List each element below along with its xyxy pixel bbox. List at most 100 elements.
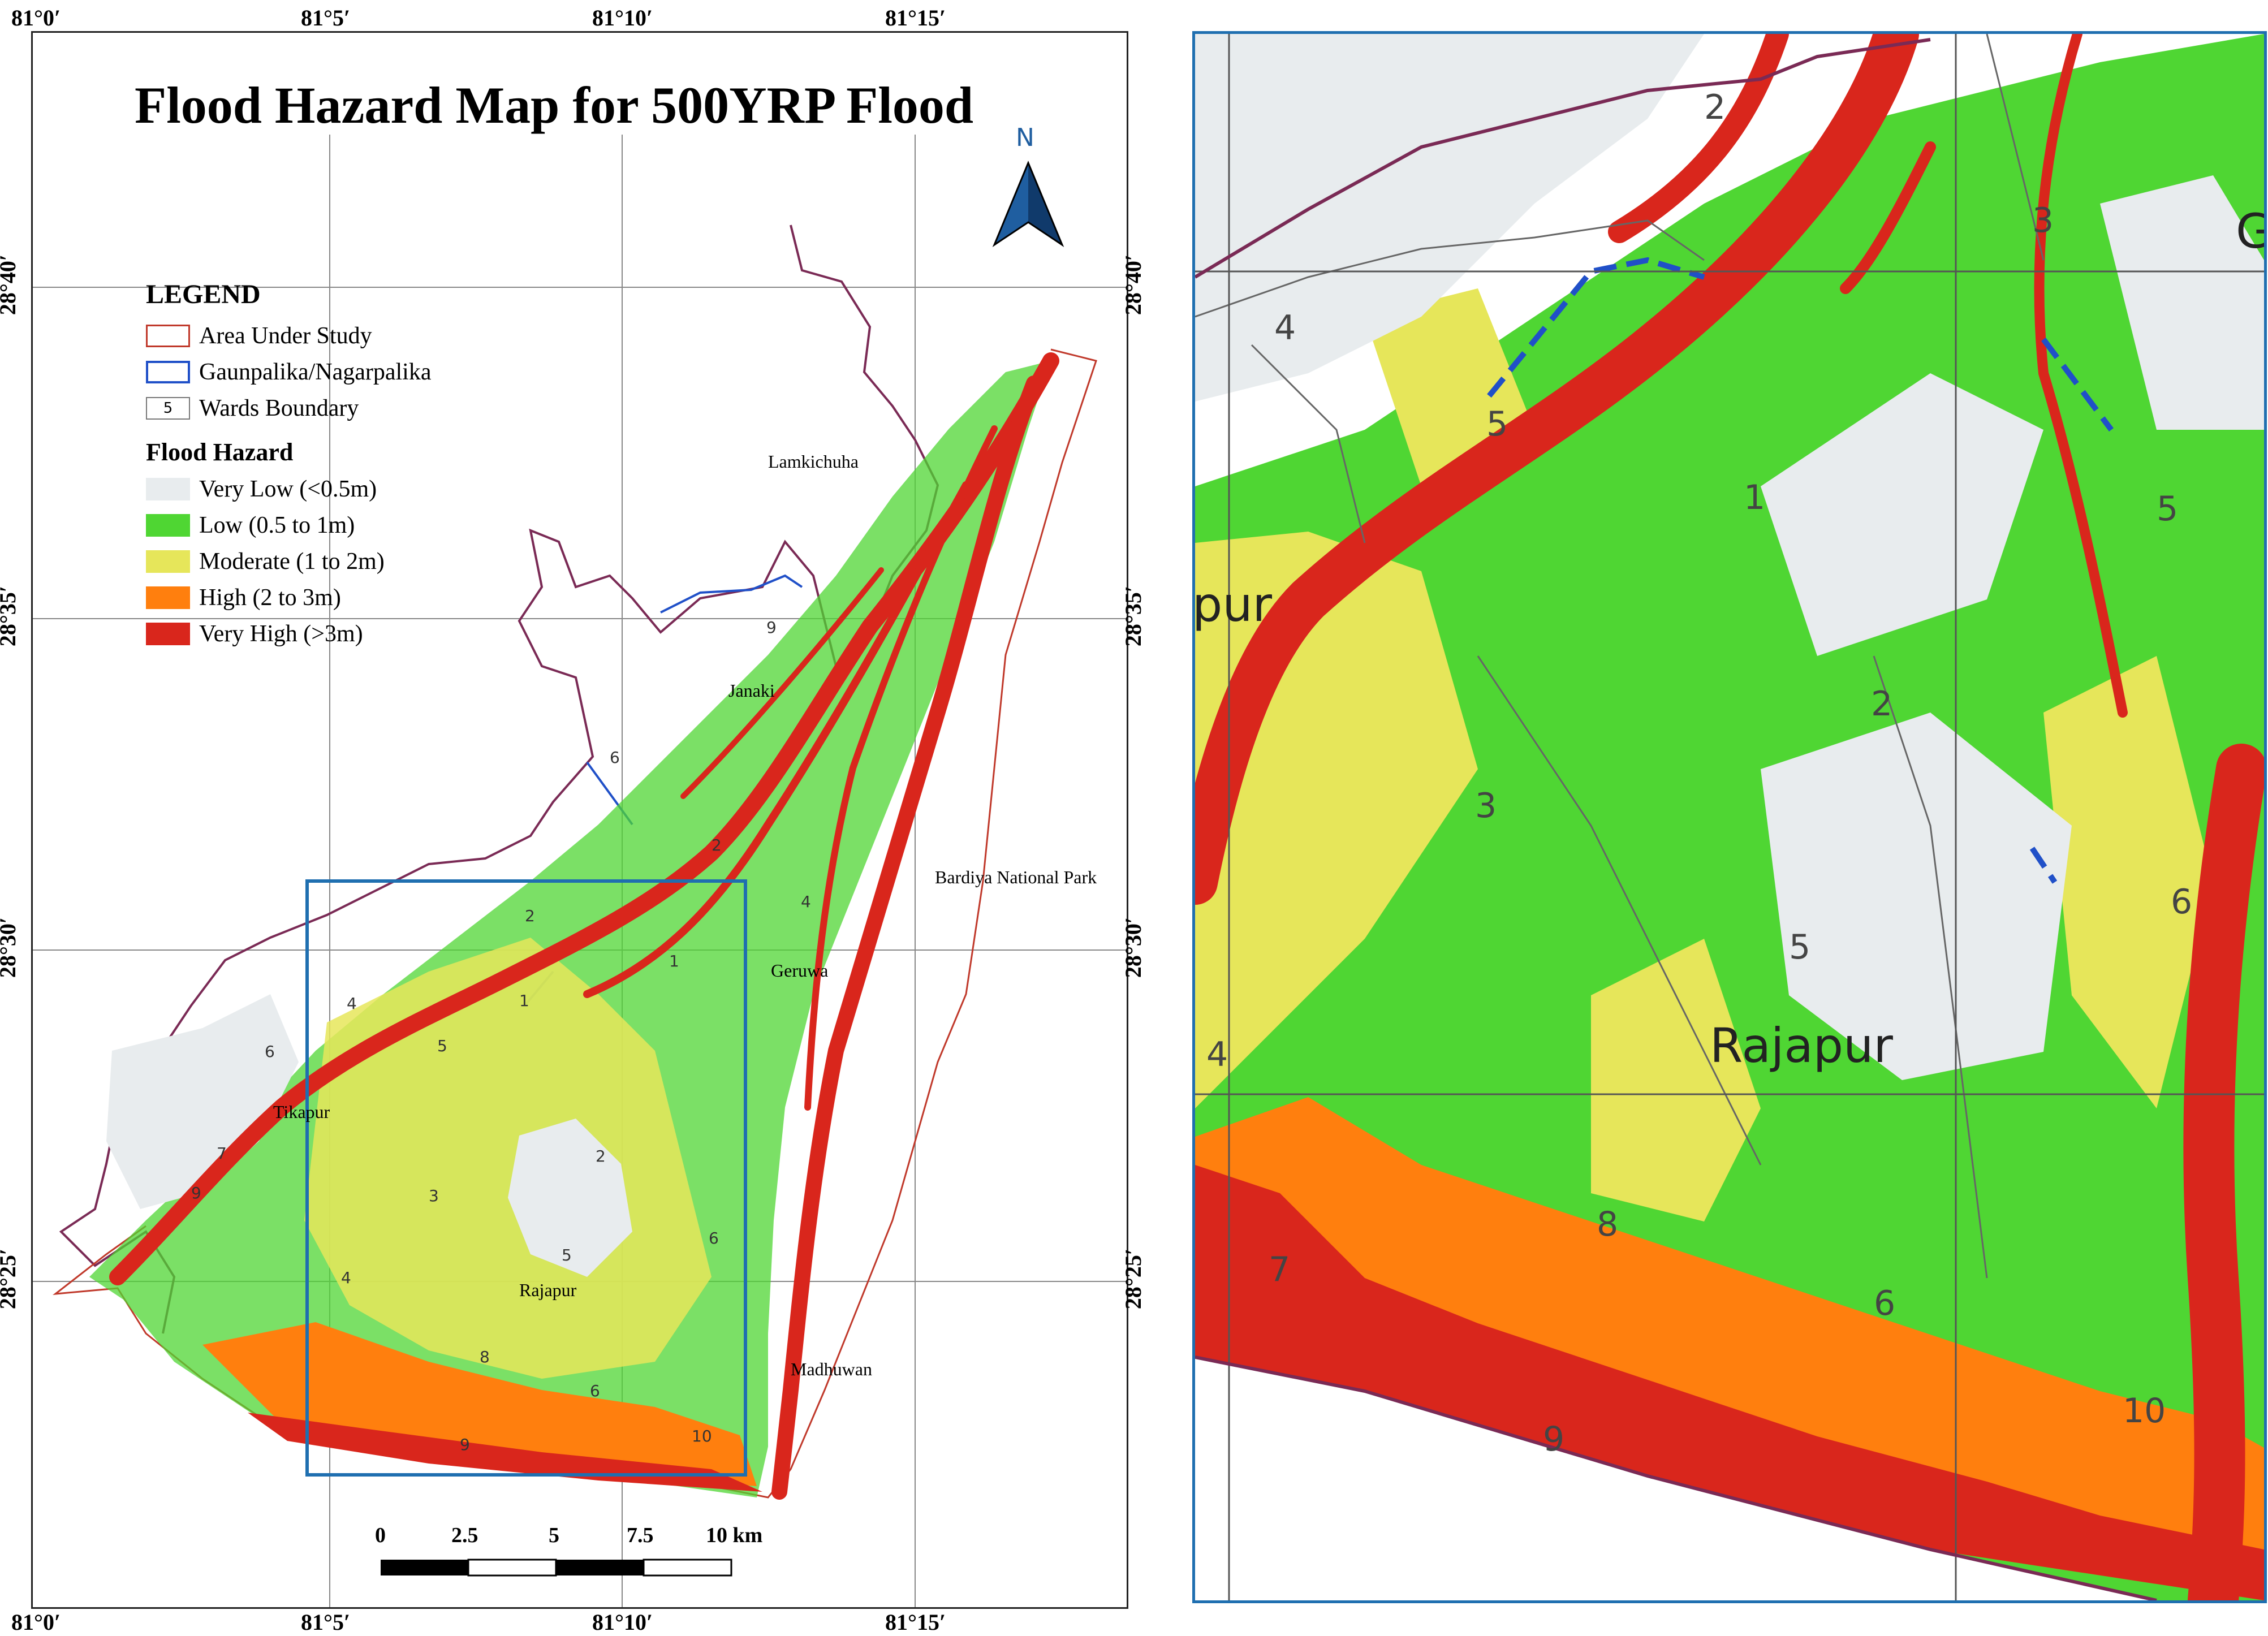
inset-ward-number: 1: [1744, 478, 1766, 517]
legend-label: High (2 to 3m): [199, 585, 341, 611]
place-label-madhuwan: Madhuwan: [791, 1359, 872, 1379]
north-label: N: [1016, 123, 1034, 152]
scale-label: 0: [375, 1523, 386, 1547]
lat-tick: 28°25′: [1120, 1248, 1146, 1310]
lon-tick: 81°15′: [885, 5, 946, 31]
ward-number: 6: [590, 1382, 600, 1400]
place-label-rajapur: Rajapur: [519, 1280, 577, 1300]
ward-number: 9: [191, 1184, 201, 1202]
inset-ward-number: 5: [1789, 927, 1811, 967]
lon-tick: 81°15′: [885, 1609, 946, 1635]
legend-swatch: [146, 361, 190, 383]
ward-number: 2: [525, 907, 535, 925]
legend-item-hazard: Moderate (1 to 2m): [146, 543, 431, 580]
inset-ward-number: 6: [2171, 882, 2193, 922]
inset-study-boundary: [1195, 1356, 2157, 1600]
inset-place-label-rajapur: Rajapur: [1710, 1018, 1893, 1073]
legend-hazard-title: Flood Hazard: [146, 438, 294, 466]
place-label-janaki: Janaki: [728, 680, 775, 701]
main-map-canvas: [33, 135, 1127, 1607]
legend-label: Very Low (<0.5m): [199, 476, 377, 502]
ward-number: 10: [692, 1427, 712, 1445]
inset-municipality-top: [1195, 38, 1931, 279]
ward-number: 6: [610, 748, 620, 767]
place-label-bardiya: Bardiya National Park: [935, 867, 1097, 887]
scale-label: 5: [549, 1523, 559, 1547]
lon-tick: 81°5′: [301, 5, 351, 31]
scale-label: 10 km: [706, 1523, 763, 1547]
lat-tick: 28°35′: [1120, 585, 1146, 647]
map-title: Flood Hazard Map for 500YRP Flood: [135, 76, 974, 134]
legend-item-gaunpalika: Gaunpalika/Nagarpalika: [146, 354, 431, 390]
inset-ward-number: 2: [1704, 88, 1726, 127]
hazard-area-moderate: [304, 938, 712, 1379]
ward-number: 2: [596, 1147, 606, 1166]
inset-ward-number: 5: [1486, 404, 1508, 444]
inset-place-label-g: G: [2236, 204, 2264, 259]
legend-swatch: [146, 514, 190, 537]
inset-ward-number: 7: [1269, 1250, 1291, 1289]
ward-number: 5: [437, 1037, 447, 1055]
ward-number: 1: [519, 991, 529, 1010]
hazard-area-veryhigh: [248, 1413, 762, 1492]
inset-map-canvas: [1195, 34, 2264, 1600]
inset-graticule: [1195, 34, 2264, 1600]
north-arrow-icon: [992, 161, 1064, 247]
legend-label: Wards Boundary: [199, 395, 359, 421]
legend-title: LEGEND: [146, 279, 261, 309]
lat-tick: 28°25′: [0, 1248, 21, 1310]
inset-ward-number: 3: [1475, 786, 1497, 826]
legend-item-hazard: High (2 to 3m): [146, 580, 431, 616]
inset-ward-number: 9: [1543, 1419, 1565, 1459]
ward-number: 5: [562, 1246, 572, 1264]
ward-number: 6: [265, 1042, 275, 1061]
inset-ward-number: 8: [1597, 1205, 1619, 1244]
lat-tick: 28°35′: [0, 585, 21, 647]
ward-number: 4: [801, 892, 811, 911]
hazard-area-verylow: [106, 994, 632, 1277]
legend-item-hazard: Very High (>3m): [146, 616, 431, 652]
inset-map-frame: 2 3 4 5 1 5 2 3 5 6 4 8 7 6 9 10 Rajapur…: [1192, 31, 2267, 1603]
legend-swatch: [146, 586, 190, 609]
legend-label: Very High (>3m): [199, 621, 363, 647]
inset-river-channels: [1195, 34, 2264, 1600]
ward-number: 8: [480, 1348, 490, 1366]
inset-ward-number: 3: [2032, 201, 2054, 240]
lon-tick: 81°10′: [592, 5, 653, 31]
inset-place-label-pur: pur: [1192, 577, 1273, 632]
place-label-geruwa: Geruwa: [771, 960, 829, 981]
legend-item-study-area: Area Under Study: [146, 318, 431, 354]
lat-tick: 28°30′: [1120, 917, 1146, 978]
lat-tick: 28°30′: [0, 917, 21, 978]
river-channels: [109, 352, 1059, 1500]
inset-ward-number: 2: [1871, 684, 1893, 724]
inset-ward-number: 10: [2123, 1391, 2166, 1431]
scale-bar: [381, 1559, 732, 1577]
legend-item-hazard: Low (0.5 to 1m): [146, 507, 431, 543]
ward-number: 6: [709, 1229, 719, 1247]
legend-label: Low (0.5 to 1m): [199, 512, 355, 538]
ward-number: 3: [429, 1186, 439, 1205]
place-label-lamkichuha: Lamkichuha: [768, 451, 859, 472]
legend-label: Moderate (1 to 2m): [199, 549, 385, 575]
legend-swatch: 5: [146, 397, 190, 420]
inset-extent-box: [305, 879, 747, 1477]
lat-tick: 28°40′: [1120, 254, 1146, 316]
legend-item-hazard: Very Low (<0.5m): [146, 471, 431, 507]
legend-item-wards: 5 Wards Boundary: [146, 390, 431, 426]
inset-ward-number: 5: [2157, 489, 2179, 529]
legend-swatch: [146, 623, 190, 645]
ward-number: 1: [669, 952, 679, 970]
lon-tick: 81°0′: [11, 5, 61, 31]
ward-number: 4: [341, 1268, 351, 1287]
main-map-frame: Flood Hazard Map for 500YRP Flood N LEGE…: [31, 31, 1128, 1609]
hazard-area-high: [202, 1322, 757, 1486]
ward-number: 2: [712, 836, 722, 854]
lon-tick: 81°10′: [592, 1609, 653, 1635]
lon-tick: 81°5′: [301, 1609, 351, 1635]
scale-label: 7.5: [627, 1523, 654, 1547]
inset-ward-number: 4: [1206, 1035, 1228, 1074]
inset-hazard-high: [1195, 1097, 2264, 1600]
legend: LEGEND Area Under Study Gaunpalika/Nagar…: [146, 279, 431, 652]
legend-swatch: [146, 550, 190, 573]
